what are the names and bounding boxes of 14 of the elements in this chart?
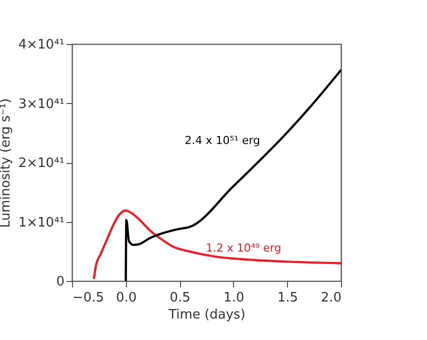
x-tick-label: 0.5	[170, 290, 190, 306]
series-label: 1.2 x 10⁴⁹ erg	[206, 242, 282, 255]
x-tick-label: 0.0	[116, 290, 137, 306]
y-tick-label: 4×10⁴¹	[18, 38, 64, 52]
series-label: 2.4 x 10⁵¹ erg	[184, 134, 260, 148]
y-tick-label: 2×10⁴¹	[18, 156, 64, 171]
x-tick-label: −0.5	[72, 290, 104, 306]
x-tick-label: 1.5	[277, 290, 298, 306]
y-tick-label: 1×10⁴¹	[18, 215, 64, 230]
x-tick-label: 2.0	[320, 290, 342, 306]
x-tick-label: 1.0	[224, 290, 244, 306]
x-axis-title: Time (days)	[168, 308, 246, 322]
y-tick-label: 0	[56, 274, 64, 290]
y-tick-label: 3×10⁴¹	[18, 96, 64, 112]
